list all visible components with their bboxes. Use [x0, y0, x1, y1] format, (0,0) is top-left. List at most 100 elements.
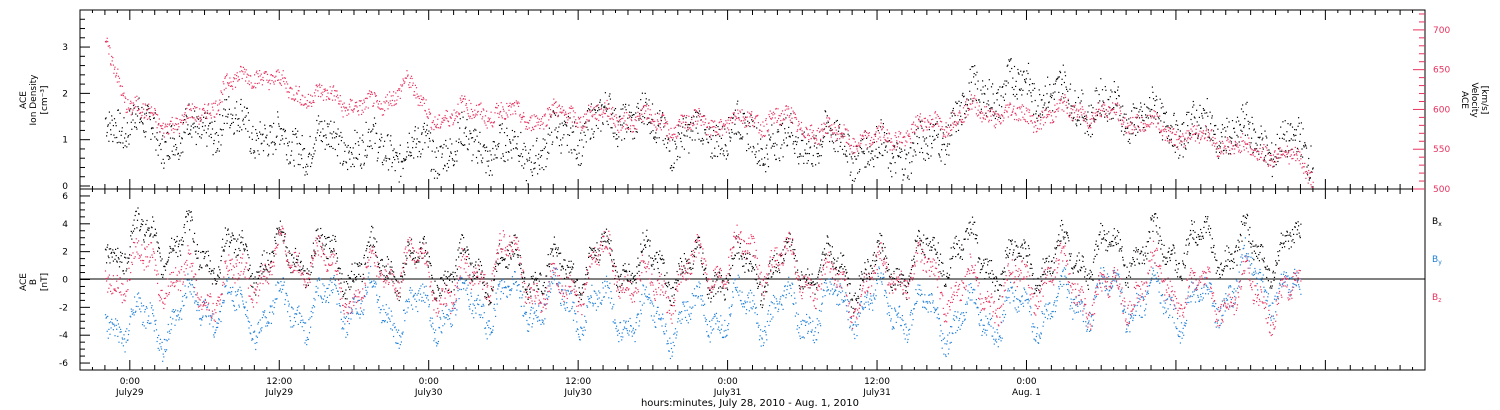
- velocity-point: [827, 120, 829, 122]
- velocity-point: [1263, 156, 1265, 158]
- bx-point: [173, 239, 175, 241]
- density-point: [217, 148, 219, 150]
- density-point: [472, 137, 474, 139]
- density-point: [1154, 100, 1156, 102]
- density-point: [686, 130, 688, 132]
- density-point: [1175, 124, 1177, 126]
- velocity-point: [1258, 151, 1260, 153]
- density-point: [605, 107, 607, 109]
- density-point: [602, 122, 604, 124]
- velocity-point: [1024, 113, 1026, 115]
- density-point: [411, 136, 413, 139]
- velocity-point: [636, 128, 638, 130]
- density-point: [577, 164, 580, 166]
- velocity-point: [459, 113, 461, 115]
- velocity-point: [1312, 186, 1314, 189]
- bx-point: [148, 229, 150, 231]
- velocity-point: [261, 78, 263, 81]
- density-point: [412, 140, 414, 143]
- velocity-point: [589, 111, 591, 113]
- velocity-point: [476, 114, 478, 116]
- density-point: [449, 138, 451, 140]
- velocity-point: [160, 125, 162, 127]
- velocity-point: [682, 115, 684, 118]
- velocity-point: [1267, 165, 1269, 167]
- density-point: [769, 138, 771, 140]
- velocity-point: [707, 134, 709, 136]
- density-point: [166, 155, 168, 157]
- density-point: [941, 149, 943, 151]
- density-point: [682, 126, 684, 128]
- velocity-point: [692, 115, 694, 117]
- density-point: [578, 152, 580, 154]
- velocity-point: [229, 77, 231, 79]
- velocity-point: [339, 103, 341, 105]
- density-point: [296, 143, 298, 145]
- velocity-point: [531, 126, 534, 128]
- density-point: [643, 123, 645, 125]
- velocity-point: [807, 133, 809, 135]
- velocity-point: [914, 132, 916, 134]
- density-point: [130, 121, 132, 123]
- velocity-point: [866, 136, 868, 138]
- density-point: [549, 134, 551, 136]
- density-point: [282, 138, 284, 140]
- density-point: [1077, 96, 1079, 99]
- velocity-point: [588, 119, 590, 121]
- velocity-point: [348, 113, 350, 115]
- velocity-point: [614, 124, 616, 126]
- velocity-point: [1189, 138, 1192, 140]
- density-point: [1003, 83, 1005, 85]
- velocity-point: [1099, 113, 1101, 115]
- velocity-point: [1088, 127, 1090, 129]
- density-point: [899, 151, 901, 153]
- velocity-point: [639, 113, 641, 115]
- density-point: [1306, 166, 1308, 168]
- density-point: [622, 104, 624, 106]
- velocity-point: [533, 114, 535, 116]
- density-point: [1294, 129, 1296, 131]
- density-point: [998, 104, 1000, 106]
- density-point: [222, 129, 224, 131]
- velocity-point: [1160, 131, 1162, 133]
- density-point: [623, 138, 626, 140]
- velocity-point: [1217, 148, 1220, 150]
- bottom-left-tick-label: 2: [62, 248, 68, 258]
- velocity-point: [683, 114, 685, 117]
- velocity-point: [368, 92, 370, 95]
- velocity-point: [570, 105, 572, 107]
- density-point: [1159, 132, 1161, 134]
- density-point: [909, 162, 911, 164]
- velocity-point: [655, 129, 657, 131]
- density-point: [496, 148, 498, 150]
- velocity-point: [321, 84, 323, 87]
- velocity-point: [1100, 109, 1102, 111]
- bx-point: [121, 261, 123, 263]
- velocity-point: [1171, 132, 1173, 134]
- velocity-point: [602, 116, 604, 118]
- velocity-point: [843, 124, 845, 126]
- velocity-point: [1250, 148, 1252, 150]
- velocity-point: [290, 87, 292, 89]
- density-point: [952, 107, 954, 110]
- density-point: [490, 154, 492, 156]
- velocity-point: [1276, 157, 1278, 159]
- density-point: [480, 154, 482, 156]
- velocity-point: [648, 105, 650, 107]
- density-point: [886, 151, 888, 153]
- velocity-point: [243, 73, 245, 75]
- velocity-point: [871, 143, 873, 145]
- density-point: [1039, 94, 1041, 96]
- velocity-point: [1055, 109, 1058, 111]
- density-point: [808, 153, 810, 155]
- density-point: [431, 150, 433, 152]
- density-point: [919, 121, 921, 123]
- velocity-point: [497, 105, 499, 107]
- density-point: [802, 139, 804, 142]
- velocity-point: [246, 76, 248, 78]
- velocity-point: [205, 112, 207, 114]
- density-point: [1001, 86, 1003, 88]
- density-point: [1270, 158, 1272, 160]
- density-point: [827, 121, 829, 123]
